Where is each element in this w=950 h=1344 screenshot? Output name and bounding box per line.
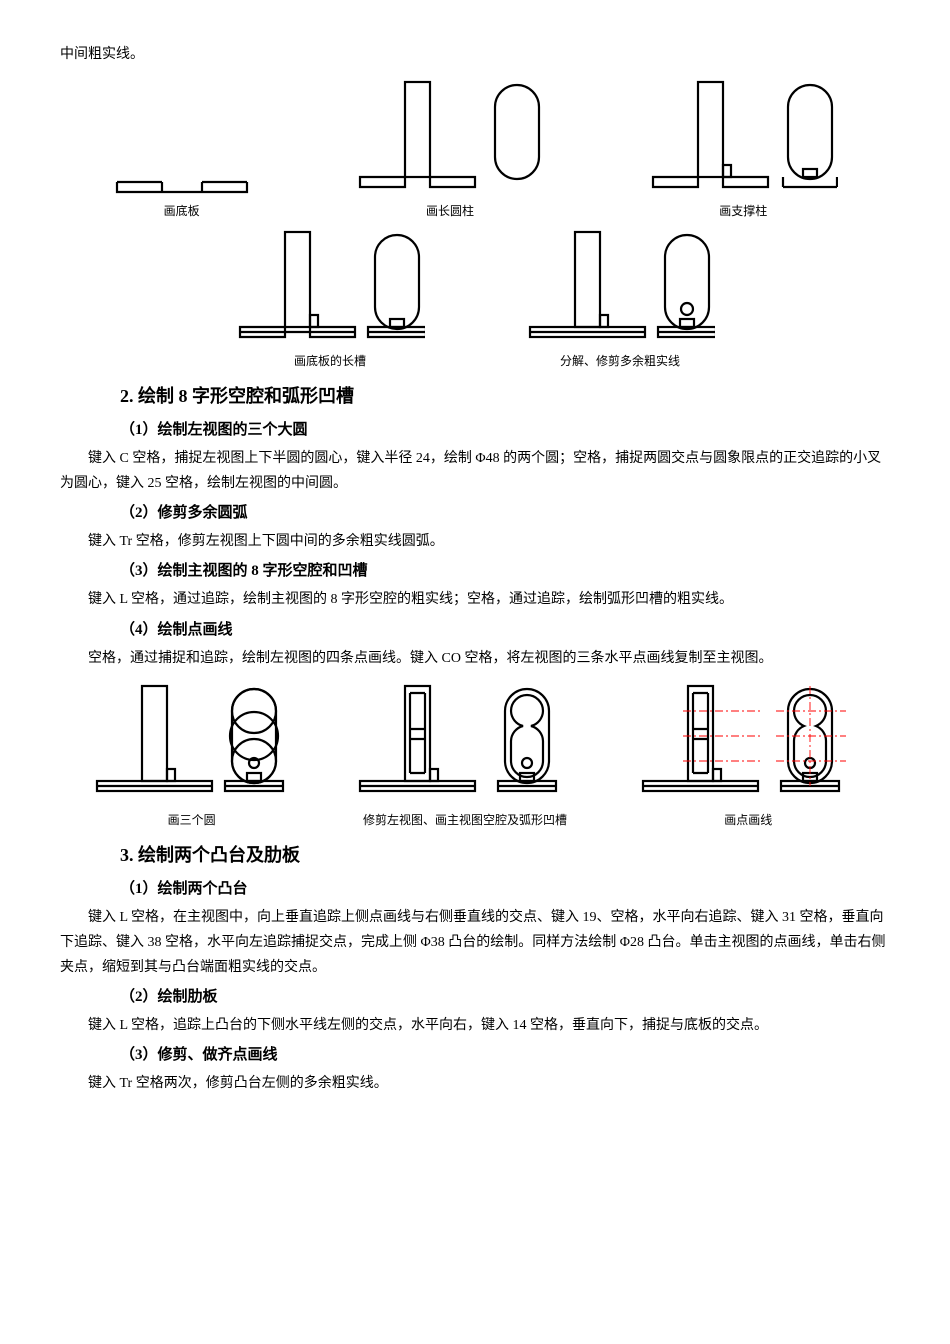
fig-trim1: 分解、修剪多余粗实线 [525, 227, 715, 373]
para-2-4: 空格，通过捕捉和追踪，绘制左视图的四条点画线。键入 CO 空格，将左视图的三条水… [60, 646, 890, 671]
figure-row-1: 画底板 画长圆柱 [60, 77, 890, 223]
sub-2-3: （3）绘制主视图的 8 字形空腔和凹槽 [120, 558, 890, 585]
caption-2-1: 画底板的长槽 [294, 351, 366, 373]
caption-1-2: 画长圆柱 [426, 201, 474, 223]
caption-3-2: 修剪左视图、画主视图空腔及弧形凹槽 [363, 810, 567, 832]
caption-1-3: 画支撑柱 [719, 201, 767, 223]
sub-3-3: （3）修剪、做齐点画线 [120, 1042, 890, 1069]
caption-3-3: 画点画线 [724, 810, 772, 832]
para-3-3: 键入 Tr 空格两次，修剪凸台左侧的多余粗实线。 [60, 1071, 890, 1096]
sub-2-1: （1）绘制左视图的三个大圆 [120, 417, 890, 444]
sub-2-4: （4）绘制点画线 [120, 617, 890, 644]
fig-dashlines: 画点画线 [638, 681, 858, 832]
para-3-2: 键入 L 空格，追踪上凸台的下侧水平线左侧的交点，水平向右，键入 14 空格，垂… [60, 1013, 890, 1038]
caption-2-2: 分解、修剪多余粗实线 [560, 351, 680, 373]
fig-slot: 画底板的长槽 [235, 227, 425, 373]
fig-trim-cavity: 修剪左视图、画主视图空腔及弧形凹槽 [355, 681, 575, 832]
section-3-title: 3. 绘制两个凸台及肋板 [120, 839, 890, 871]
para-2-3: 键入 L 空格，通过追踪，绘制主视图的 8 字形空腔的粗实线；空格，通过追踪，绘… [60, 587, 890, 612]
caption-1-1: 画底板 [164, 201, 200, 223]
para-2-2: 键入 Tr 空格，修剪左视图上下圆中间的多余粗实线圆弧。 [60, 529, 890, 554]
para-2-1: 键入 C 空格，捕捉左视图上下半圆的圆心，键入半径 24，绘制 Φ48 的两个圆… [60, 446, 890, 496]
fig-baseplate: 画底板 [112, 87, 252, 223]
sub-3-2: （2）绘制肋板 [120, 984, 890, 1011]
section-2-title: 2. 绘制 8 字形空腔和弧形凹槽 [120, 380, 890, 412]
para-3-1: 键入 L 空格，在主视图中，向上垂直追踪上侧点画线与右侧垂直线的交点、键入 19… [60, 905, 890, 981]
figure-row-2: 画底板的长槽 分解、修剪多余粗实线 [60, 227, 890, 373]
fig-3circles: 画三个圆 [92, 681, 292, 832]
sub-3-1: （1）绘制两个凸台 [120, 876, 890, 903]
caption-3-1: 画三个圆 [168, 810, 216, 832]
intro-text: 中间粗实线。 [60, 42, 890, 67]
sub-2-2: （2）修剪多余圆弧 [120, 500, 890, 527]
fig-cylinder: 画长圆柱 [355, 77, 545, 223]
fig-support: 画支撑柱 [648, 77, 838, 223]
figure-row-3: 画三个圆 修剪左视图、画主视图空腔及弧形凹槽 [60, 681, 890, 832]
